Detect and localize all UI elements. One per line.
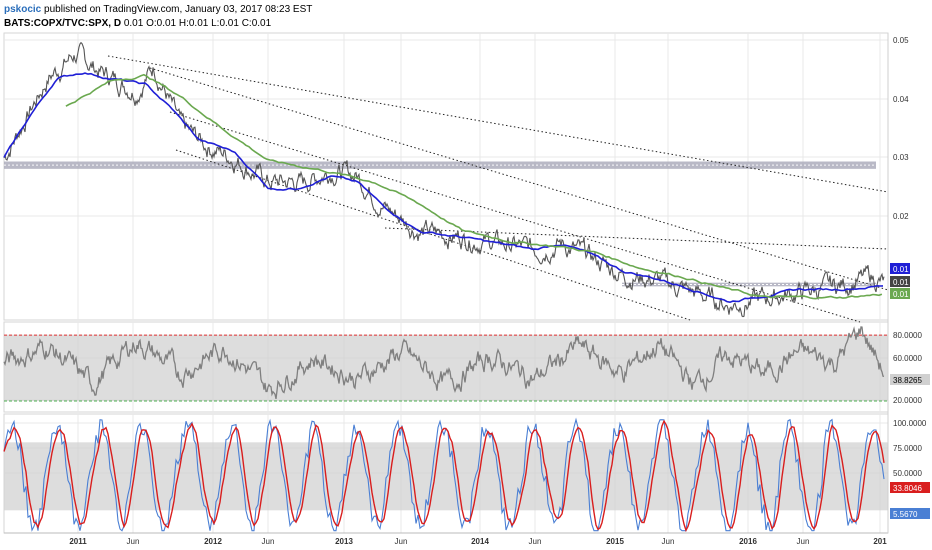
stoch-value-tag xyxy=(890,508,930,519)
stoch-y-tick: 75.0000 xyxy=(893,444,922,453)
x-tick-label: 2012 xyxy=(204,537,222,546)
x-tick-label: 2015 xyxy=(606,537,624,546)
x-tick-label: 2014 xyxy=(471,537,489,546)
x-tick-label: 201 xyxy=(873,537,887,546)
trend-line xyxy=(169,111,861,323)
rsi-y-tick: 60.0000 xyxy=(893,354,922,363)
price-y-tick: 0.05 xyxy=(893,36,909,45)
support-band-low xyxy=(622,282,876,287)
stoch-value-label: 33.8046 xyxy=(893,484,922,493)
price-tag-label: 0.01 xyxy=(893,290,909,299)
rsi-value-tag xyxy=(890,374,930,385)
chart-header-publish: pskocic published on TradingView.com, Ja… xyxy=(4,4,312,15)
price-tag xyxy=(890,276,910,287)
series-rsi xyxy=(3,326,885,400)
ohlc-values: 0.01 O:0.01 H:0.01 L:0.01 C:0.01 xyxy=(123,18,272,29)
x-tick-label: 2013 xyxy=(335,537,353,546)
x-tick-label: 2016 xyxy=(739,537,757,546)
x-tick-label: Jun xyxy=(127,537,140,546)
price-tag xyxy=(890,288,910,299)
rsi-y-tick: 20.0000 xyxy=(893,396,922,405)
author-name[interactable]: pskocic xyxy=(4,4,42,15)
price-y-tick: 0.02 xyxy=(893,212,909,221)
x-tick-label: Jun xyxy=(529,537,542,546)
rsi-value-label: 38.8265 xyxy=(893,376,922,385)
price-panel xyxy=(3,32,889,321)
rsi-y-tick: 80.0000 xyxy=(893,331,922,340)
series-ma-fast xyxy=(3,72,884,304)
x-tick-label: 2011 xyxy=(69,537,87,546)
x-tick-label: Jun xyxy=(662,537,675,546)
trend-line xyxy=(149,67,889,291)
series-stoch-k xyxy=(3,417,885,532)
price-tag-label: 0.01 xyxy=(893,278,909,287)
series-stoch-d xyxy=(3,419,885,533)
price-tag xyxy=(890,263,910,274)
published-text: published on TradingView.com, January 03… xyxy=(44,4,313,15)
x-tick-label: Jun xyxy=(262,537,275,546)
price-tag-label: 0.01 xyxy=(893,265,909,274)
stoch-y-tick: 100.0000 xyxy=(893,419,927,428)
price-y-tick: 0.04 xyxy=(893,95,909,104)
price-y-tick: 0.03 xyxy=(893,153,909,162)
stoch-value-tag xyxy=(890,482,930,493)
series-ma-slow xyxy=(65,73,883,300)
series-price xyxy=(3,41,885,318)
x-tick-label: Jun xyxy=(395,537,408,546)
x-tick-label: Jun xyxy=(797,537,810,546)
stoch-y-tick: 50.0000 xyxy=(893,469,922,478)
chart-header-symbol: BATS:COPX/TVC:SPX, D 0.01 O:0.01 H:0.01 … xyxy=(4,18,271,29)
stoch-value-label: 5.5670 xyxy=(893,510,918,519)
symbol-name: BATS:COPX/TVC:SPX, D xyxy=(4,18,122,29)
